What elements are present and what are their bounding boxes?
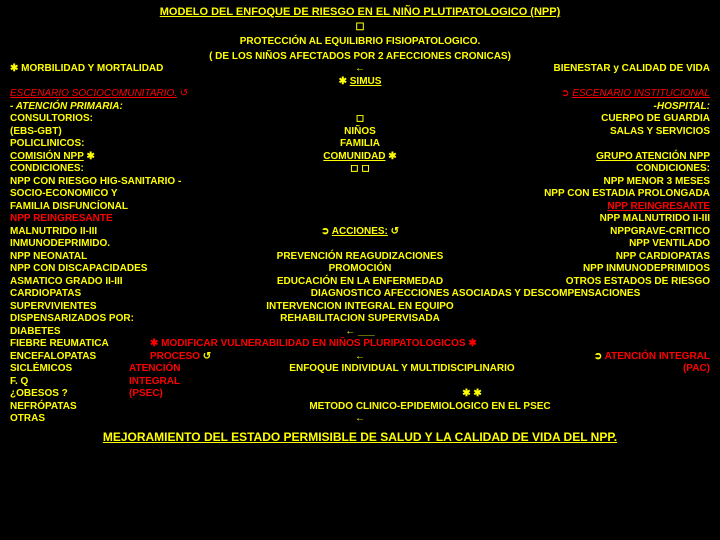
final: MEJORAMIENTO DEL ESTADO PERMISIBLE DE SA… — [10, 430, 710, 445]
header-row: ✱ MORBILIDAD Y MORTALIDAD ← BIENESTAR y … — [10, 63, 710, 76]
esc-row: ESCENARIO SOCIOCOMUNITARIO. ↺ ➲ ESCENARI… — [10, 88, 710, 101]
bien: BIENESTAR y CALIDAD DE VIDA — [479, 63, 710, 76]
sub1: PROTECCIÓN AL EQUILIBRIO FISIOPATOLOGICO… — [10, 36, 710, 49]
slide: MODELO DEL ENFOQUE DE RIESGO EN EL NIÑO … — [0, 0, 720, 451]
title: MODELO DEL ENFOQUE DE RIESGO EN EL NIÑO … — [10, 6, 710, 20]
box-sym: ☐ — [10, 22, 710, 35]
sub2: ( DE LOS NIÑOS AFECTADOS POR 2 AFECCIONE… — [10, 51, 710, 64]
simus-row: ✱ SIMUS — [10, 76, 710, 89]
morb: ✱ MORBILIDAD Y MORTALIDAD — [10, 63, 241, 76]
arrow: ← — [241, 63, 479, 76]
